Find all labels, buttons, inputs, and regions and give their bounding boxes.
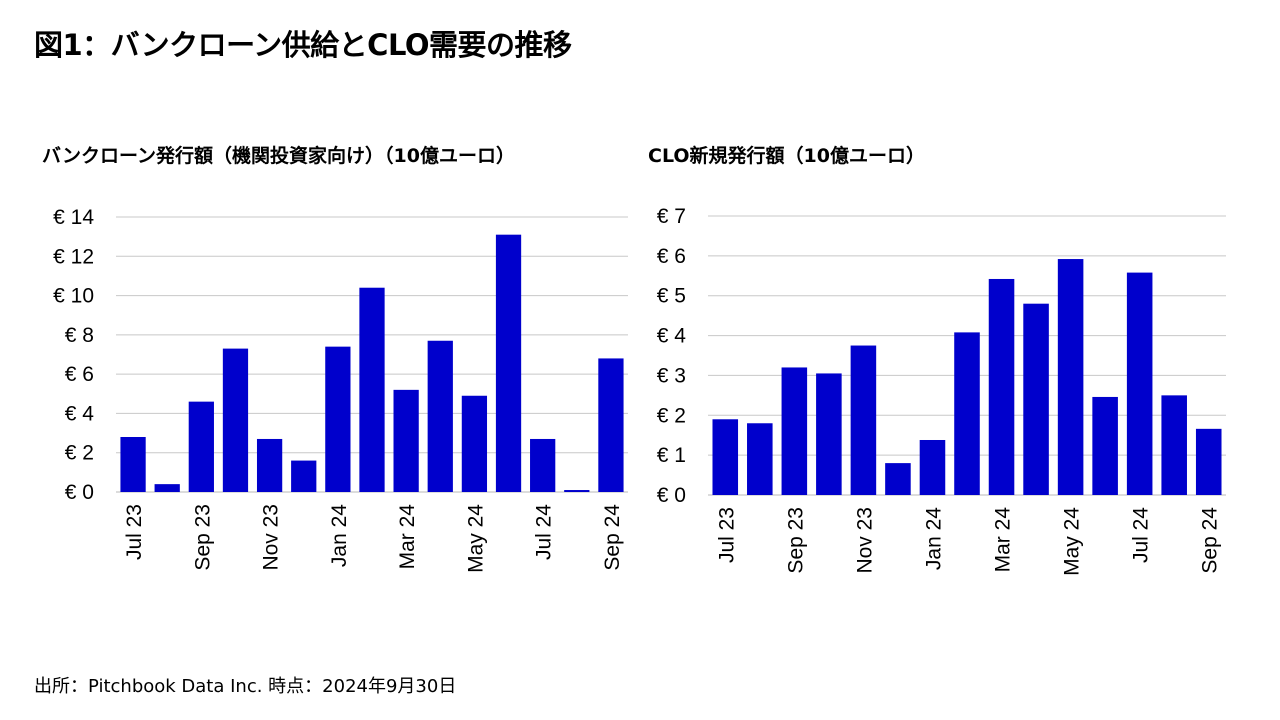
clo-x-tick-label: Sep 24 bbox=[1199, 507, 1222, 574]
bank-loan-x-tick-label: Jul 24 bbox=[533, 504, 556, 560]
clo-y-tick-label: € 1 bbox=[657, 444, 686, 467]
bank-loan-bar bbox=[427, 340, 453, 492]
clo-bar bbox=[1092, 396, 1118, 495]
bank-loan-y-tick-label: € 4 bbox=[65, 402, 95, 425]
bank-loan-issuance-chart: € 0 € 2 € 4 € 6 € 8 € 10 € 12 € 14 Jul 23 Sep 23 N… bbox=[53, 206, 628, 573]
bank-loan-bar bbox=[291, 460, 317, 492]
clo-bar bbox=[988, 278, 1015, 495]
bank-loan-bar bbox=[120, 437, 146, 492]
clo-bar bbox=[781, 367, 808, 495]
bank-loan-x-tick-label: Jan 24 bbox=[328, 504, 351, 567]
bank-loan-bar bbox=[530, 438, 556, 492]
bank-loan-bar bbox=[188, 401, 214, 492]
clo-y-tick-label: € 2 bbox=[657, 404, 686, 427]
chart-title-clo: CLO新規発行額（10億ユーロ） bbox=[648, 145, 925, 167]
clo-bar bbox=[954, 332, 980, 495]
bank-loan-bar bbox=[325, 346, 351, 492]
clo-bar bbox=[1057, 259, 1084, 495]
bank-loan-bar bbox=[154, 484, 180, 492]
bank-loan-y-tick-label: € 2 bbox=[65, 442, 94, 465]
clo-y-tick-label: € 6 bbox=[657, 245, 686, 268]
page-title: 図1：バンクローン供給とCLO需要の推移 bbox=[34, 28, 572, 62]
bank-loan-x-tick-label: May 24 bbox=[464, 504, 487, 573]
clo-bar bbox=[1195, 428, 1222, 495]
bank-loan-bar bbox=[564, 490, 590, 492]
source-note: 出所：Pitchbook Data Inc. 時点：2024年9月30日 bbox=[34, 676, 457, 697]
bank-loan-bar bbox=[598, 358, 624, 492]
clo-y-tick-label: € 0 bbox=[657, 484, 686, 507]
bank-loan-bar bbox=[256, 438, 283, 492]
bank-loan-y-tick-label: € 10 bbox=[53, 285, 94, 308]
bank-loan-y-tick-label: € 12 bbox=[53, 245, 94, 268]
clo-y-tick-label: € 3 bbox=[657, 364, 686, 387]
clo-x-tick-label: Jul 24 bbox=[1130, 507, 1153, 563]
clo-bar bbox=[885, 463, 911, 495]
bank-loan-bar bbox=[222, 348, 249, 492]
clo-y-tick-label: € 7 bbox=[657, 205, 686, 228]
bank-loan-y-tick-label: € 0 bbox=[65, 481, 94, 504]
clo-bar bbox=[747, 423, 773, 495]
clo-x-tick-label: Nov 23 bbox=[853, 507, 876, 574]
bank-loan-x-tick-label: Sep 23 bbox=[191, 504, 214, 571]
clo-bar bbox=[919, 439, 946, 495]
clo-x-tick-label: May 24 bbox=[1061, 507, 1084, 576]
clo-bar bbox=[1161, 395, 1187, 495]
clo-y-tick-label: € 5 bbox=[657, 285, 686, 308]
bank-loan-bar bbox=[393, 389, 419, 492]
clo-bar bbox=[1126, 272, 1153, 495]
clo-y-tick-label: € 4 bbox=[657, 325, 687, 348]
bank-loan-bar bbox=[461, 395, 488, 492]
bank-loan-x-tick-label: Jul 23 bbox=[123, 504, 146, 560]
bank-loan-y-tick-label: € 6 bbox=[65, 363, 94, 386]
bank-loan-bar bbox=[359, 287, 385, 492]
clo-bar bbox=[712, 419, 739, 495]
clo-x-tick-label: Mar 24 bbox=[992, 507, 1015, 573]
clo-bar bbox=[850, 345, 877, 495]
bank-loan-y-tick-label: € 14 bbox=[53, 206, 94, 229]
bank-loan-bar bbox=[495, 234, 522, 492]
chart-title-bank-loan: バンクローン発行額（機関投資家向け）（10億ユーロ） bbox=[42, 145, 515, 167]
bank-loan-x-tick-label: Sep 24 bbox=[601, 504, 624, 571]
clo-bar bbox=[1023, 303, 1049, 495]
clo-issuance-chart: € 0 € 1 € 2 € 3 € 4 € 5 € 6 € 7 Jul 23 Sep 23 Nov … bbox=[657, 205, 1226, 576]
bank-loan-x-tick-label: Nov 23 bbox=[260, 504, 283, 571]
clo-x-tick-label: Jan 24 bbox=[922, 507, 945, 570]
bank-loan-y-tick-label: € 8 bbox=[65, 324, 94, 347]
clo-x-tick-label: Jul 23 bbox=[715, 507, 738, 563]
bank-loan-x-tick-label: Mar 24 bbox=[396, 504, 419, 570]
clo-x-tick-label: Sep 23 bbox=[784, 507, 807, 574]
clo-bar bbox=[816, 373, 842, 495]
